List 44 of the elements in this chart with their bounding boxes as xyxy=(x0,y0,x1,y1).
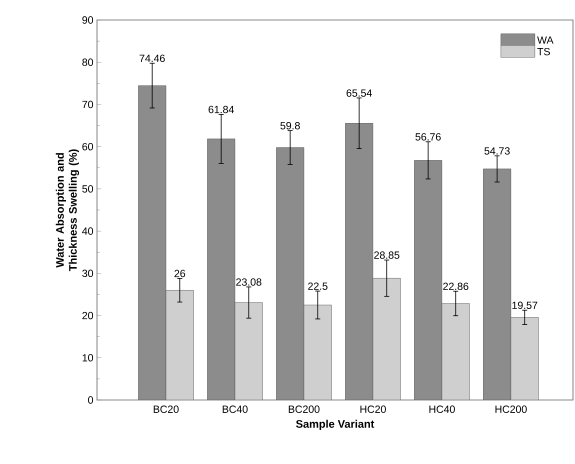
data-label: 56.76 xyxy=(415,133,441,141)
data-label: 61.84 xyxy=(208,106,234,114)
legend-label: TS xyxy=(537,48,550,56)
y-tick-label: 10 xyxy=(82,354,94,362)
bar xyxy=(304,305,332,400)
data-label: 19.57 xyxy=(512,302,538,309)
bar xyxy=(276,148,304,400)
data-label: 54.73 xyxy=(484,147,510,155)
bar xyxy=(483,168,512,400)
y-tick-label: 70 xyxy=(82,100,94,108)
bar xyxy=(138,86,166,400)
x-tick-label: BC40 xyxy=(222,406,248,413)
x-tick-label: BC200 xyxy=(288,406,320,413)
y-tick-label: 80 xyxy=(82,58,94,66)
data-label: 28.85 xyxy=(374,251,400,259)
bar xyxy=(372,278,401,400)
y-tick-label: 30 xyxy=(82,270,94,278)
data-label: 22.5 xyxy=(308,282,328,290)
y-tick-label: 40 xyxy=(82,227,94,235)
data-label: 74.46 xyxy=(140,54,165,62)
y-tick-label: 90 xyxy=(82,16,94,24)
x-axis-title: Sample Variant xyxy=(296,420,374,430)
data-label: 23.08 xyxy=(236,278,262,286)
data-label: 26 xyxy=(174,270,186,278)
data-label: 65.54 xyxy=(346,89,372,97)
bar xyxy=(166,290,194,400)
x-tick-label: HC20 xyxy=(360,406,386,413)
y-tick-label: 20 xyxy=(82,312,94,320)
data-label: 22.86 xyxy=(443,282,468,290)
x-tick-label: HC200 xyxy=(495,406,527,413)
y-tick-label: 60 xyxy=(82,142,94,150)
legend-label: WA xyxy=(537,36,554,44)
y-tick-label: 0 xyxy=(88,396,94,404)
x-tick-label: HC40 xyxy=(429,406,455,413)
x-tick-label: BC20 xyxy=(154,406,179,413)
bar xyxy=(510,317,539,400)
data-label: 59.8 xyxy=(280,122,300,130)
bar xyxy=(414,160,442,400)
y-tick-label: 50 xyxy=(82,185,94,193)
bar xyxy=(207,138,235,400)
y-axis-title: Water Absorption and Thickness Swelling (%) xyxy=(56,149,80,272)
bar xyxy=(442,303,470,400)
bar xyxy=(345,123,373,400)
bar xyxy=(234,302,263,400)
